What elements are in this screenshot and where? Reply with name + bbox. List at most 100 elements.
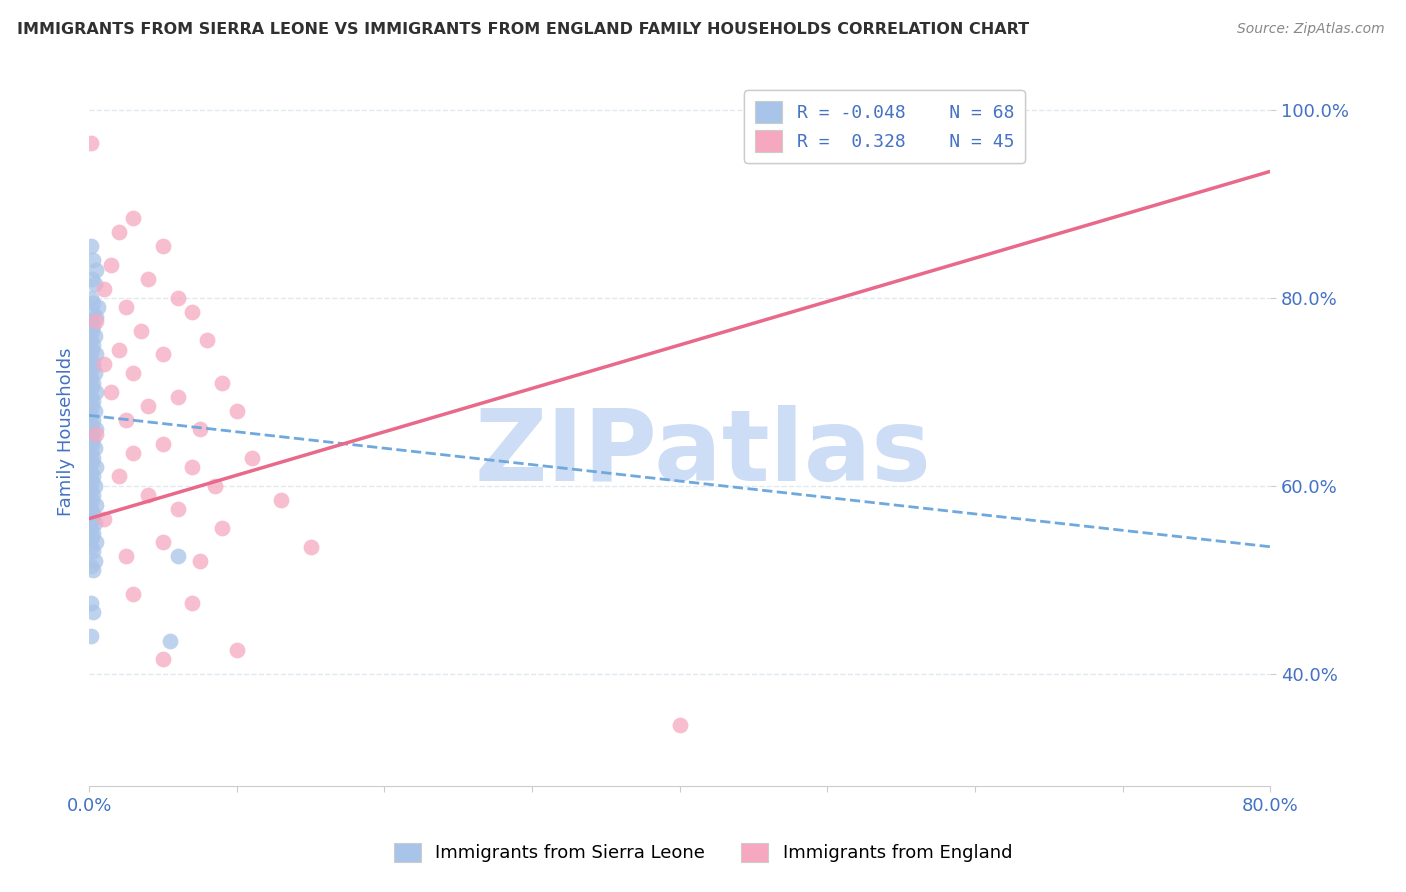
Point <box>115 549 138 564</box>
Point <box>80 436 103 450</box>
Text: IMMIGRANTS FROM SIERRA LEONE VS IMMIGRANTS FROM ENGLAND FAMILY HOUSEHOLDS CORREL: IMMIGRANTS FROM SIERRA LEONE VS IMMIGRAN… <box>17 22 1029 37</box>
Point <box>84 479 107 493</box>
Point <box>84 554 107 568</box>
Point <box>82 606 104 620</box>
Point <box>211 521 233 535</box>
Point <box>86 460 108 475</box>
Point <box>79 596 101 610</box>
Point <box>136 399 159 413</box>
Text: Source: ZipAtlas.com: Source: ZipAtlas.com <box>1237 22 1385 37</box>
Point <box>86 498 108 512</box>
Point <box>79 483 101 498</box>
Point <box>122 587 145 601</box>
Point <box>80 272 103 286</box>
Point <box>80 511 103 525</box>
Point <box>240 450 263 465</box>
Point <box>166 549 188 564</box>
Point <box>82 338 104 352</box>
Point <box>86 384 108 399</box>
Point <box>80 492 103 507</box>
Point <box>79 540 101 554</box>
Point <box>86 422 108 436</box>
Point <box>299 540 322 554</box>
Point <box>80 399 103 413</box>
Point <box>79 465 101 479</box>
Point <box>107 225 129 239</box>
Point <box>93 511 115 525</box>
Point <box>80 417 103 432</box>
Point <box>122 211 145 226</box>
Point <box>181 460 204 475</box>
Point <box>82 413 104 427</box>
Point <box>82 295 104 310</box>
Point <box>86 347 108 361</box>
Point <box>80 343 103 357</box>
Point <box>86 310 108 324</box>
Point <box>79 371 101 385</box>
Point <box>86 263 108 277</box>
Point <box>79 502 101 516</box>
Point <box>152 436 174 450</box>
Point <box>82 376 104 390</box>
Point <box>86 427 108 442</box>
Point <box>79 352 101 367</box>
Point <box>152 535 174 549</box>
Legend: R = -0.048    N = 68, R =  0.328    N = 45: R = -0.048 N = 68, R = 0.328 N = 45 <box>744 90 1025 163</box>
Point <box>84 441 107 455</box>
Point <box>152 652 174 666</box>
Point <box>270 492 292 507</box>
Point <box>668 718 690 732</box>
Point <box>225 643 247 657</box>
Point <box>100 258 122 272</box>
Point <box>115 301 138 315</box>
Point <box>225 403 247 417</box>
Point <box>82 563 104 577</box>
Point <box>79 291 101 305</box>
Point <box>79 136 101 150</box>
Point <box>80 324 103 338</box>
Text: ZIPatlas: ZIPatlas <box>475 405 932 501</box>
Point <box>82 544 104 558</box>
Point <box>80 305 103 319</box>
Point <box>166 390 188 404</box>
Point <box>82 253 104 268</box>
Point <box>84 328 107 343</box>
Point <box>79 521 101 535</box>
Point <box>129 324 152 338</box>
Point <box>84 366 107 380</box>
Point <box>86 314 108 328</box>
Point <box>181 596 204 610</box>
Point <box>181 305 204 319</box>
Point <box>82 357 104 371</box>
Point <box>159 633 181 648</box>
Point <box>211 376 233 390</box>
Point <box>79 314 101 328</box>
Point <box>122 366 145 380</box>
Point <box>86 535 108 549</box>
Point <box>79 390 101 404</box>
Point <box>87 301 110 315</box>
Point <box>204 479 226 493</box>
Point <box>84 403 107 417</box>
Point <box>82 469 104 483</box>
Point <box>80 530 103 544</box>
Legend: Immigrants from Sierra Leone, Immigrants from England: Immigrants from Sierra Leone, Immigrants… <box>387 836 1019 870</box>
Point <box>136 488 159 502</box>
Point <box>82 525 104 540</box>
Point <box>80 455 103 469</box>
Point <box>84 516 107 531</box>
Point <box>188 554 211 568</box>
Point <box>82 319 104 334</box>
Point <box>152 347 174 361</box>
Point <box>107 469 129 483</box>
Point <box>166 502 188 516</box>
Point <box>82 394 104 409</box>
Point <box>80 474 103 488</box>
Point <box>82 432 104 446</box>
Point <box>152 239 174 253</box>
Point <box>84 277 107 291</box>
Point <box>79 629 101 643</box>
Point <box>79 409 101 423</box>
Point <box>80 380 103 394</box>
Point <box>100 384 122 399</box>
